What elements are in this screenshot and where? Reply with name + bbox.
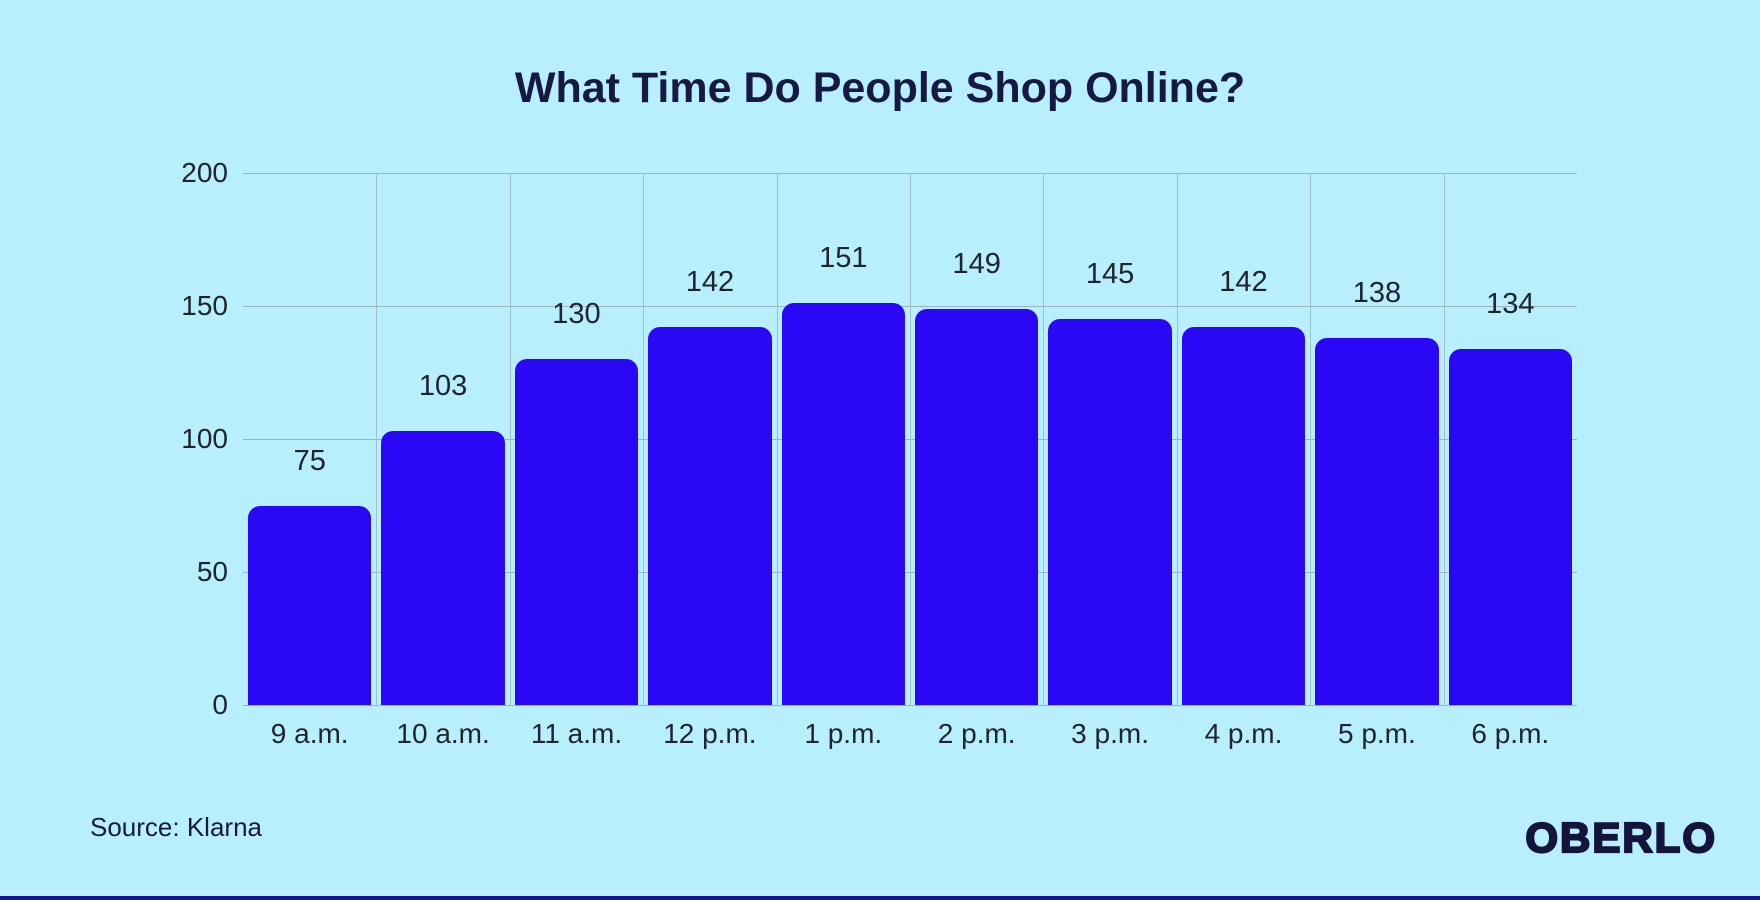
gridline-vertical [376, 173, 378, 705]
source-text: Source: Klarna [90, 812, 262, 842]
y-axis-tick-label: 150 [181, 290, 228, 321]
bar-value-label: 103 [418, 370, 468, 403]
bar-value-label: 149 [952, 247, 1001, 280]
bar-slot: 145 [1043, 173, 1176, 705]
y-axis-tick-label: 50 [196, 556, 228, 587]
bar-slot: 142 [1177, 173, 1310, 705]
bottom-accent-strip [0, 896, 1760, 900]
bar-slot: 134 [1444, 173, 1577, 705]
bar-value-label: 134 [1486, 287, 1535, 320]
y-axis-tick-label: 200 [181, 157, 228, 188]
bar-value-label: 142 [685, 266, 735, 299]
bar-value-label: 130 [552, 298, 601, 331]
bar [381, 431, 505, 705]
gridline-vertical [1310, 173, 1312, 705]
x-axis-tick-label: 3 p.m. [1071, 718, 1149, 749]
bar-value-label: 138 [1352, 276, 1402, 309]
gridline-vertical [1176, 173, 1178, 705]
chart-title: What Time Do People Shop Online? [514, 64, 1246, 112]
gridline-vertical [1443, 173, 1445, 705]
x-axis-tick-label: 2 p.m. [937, 718, 1016, 749]
gridline-vertical [910, 173, 911, 705]
oberlo-logo: OBERLO [1524, 813, 1717, 862]
x-axis-tick-label: 10 a.m. [396, 718, 490, 749]
bar-value-label: 145 [1085, 258, 1135, 291]
bar [1448, 348, 1572, 705]
bar-slot: 130 [510, 173, 643, 705]
gridline-vertical [643, 173, 645, 705]
bar-value-label: 75 [293, 444, 326, 477]
x-axis-tick-label: 4 p.m. [1204, 718, 1283, 749]
bar-slot: 103 [376, 173, 509, 705]
bar-slot: 75 [243, 173, 376, 705]
bar [915, 308, 1039, 705]
x-axis-tick-label: 12 p.m. [663, 718, 757, 749]
bar-slot: 151 [777, 173, 910, 705]
x-axis-tick-label: 5 p.m. [1337, 718, 1416, 749]
bar [648, 327, 772, 705]
bar [781, 303, 905, 705]
x-axis-tick-label: 11 a.m. [530, 718, 623, 749]
bar-slot: 138 [1310, 173, 1443, 705]
gridline-vertical [509, 173, 511, 705]
bar-value-label: 151 [819, 242, 868, 275]
bar [248, 505, 372, 705]
bar [1181, 327, 1306, 705]
bar-slot: 142 [643, 173, 776, 705]
x-axis-tick-label: 1 p.m. [804, 718, 883, 749]
bar-slot: 149 [910, 173, 1043, 705]
gridline [243, 705, 1577, 706]
gridline-vertical [1043, 173, 1045, 705]
y-axis-tick-label: 0 [212, 689, 228, 720]
gridline-vertical [776, 173, 778, 705]
bar-value-label: 142 [1219, 266, 1268, 299]
bar [514, 359, 639, 705]
plot-area: 75 103 130 142 151 149 145 142 138 134 [243, 173, 1577, 706]
x-axis-tick-label: 9 a.m. [270, 718, 349, 749]
y-axis-tick-label: 100 [181, 423, 228, 454]
bar [1315, 337, 1439, 705]
bar [1048, 319, 1172, 705]
x-axis-tick-label: 6 p.m. [1471, 718, 1550, 749]
